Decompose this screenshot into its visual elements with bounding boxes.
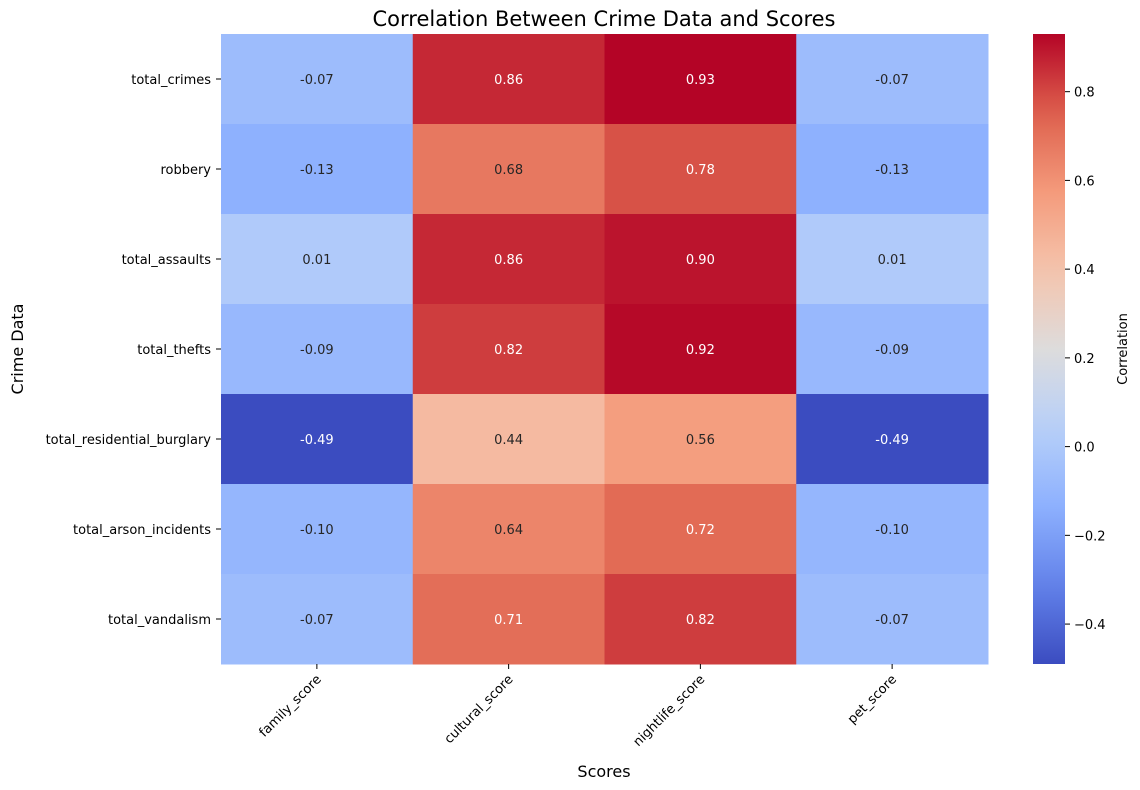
heatmap-cell xyxy=(796,484,989,575)
cell-value-label: -0.13 xyxy=(300,163,334,178)
heatmap-cell xyxy=(604,214,797,305)
cell-value-label: 0.44 xyxy=(494,433,523,448)
y-tick-label: total_vandalism xyxy=(108,613,211,628)
heatmap-cell xyxy=(412,214,605,305)
chart-title: Correlation Between Crime Data and Score… xyxy=(373,7,836,31)
heatmap-cell xyxy=(604,484,797,575)
heatmap-cell xyxy=(412,574,605,665)
cell-value-label: -0.07 xyxy=(300,73,334,88)
cell-value-label: -0.09 xyxy=(875,343,909,358)
cell-value-label: 0.68 xyxy=(494,163,523,178)
cell-value-label: 0.86 xyxy=(494,73,523,88)
heatmap-cell xyxy=(412,394,605,485)
x-tick-label: family_score xyxy=(256,672,324,740)
heatmap-cell xyxy=(221,394,414,485)
heatmap-cell xyxy=(221,124,414,215)
cell-value-label: 0.01 xyxy=(302,253,331,268)
cell-value-label: -0.10 xyxy=(300,523,334,538)
cell-value-label: -0.49 xyxy=(300,433,334,448)
heatmap-cell xyxy=(796,574,989,665)
colorbar-tick-label: 0.2 xyxy=(1074,352,1095,367)
cell-value-label: -0.07 xyxy=(875,613,909,628)
y-tick-label: total_arson_incidents xyxy=(73,523,211,538)
y-tick-label: total_residential_burglary xyxy=(46,433,212,448)
heatmap-cell xyxy=(221,214,414,305)
cell-value-label: 0.82 xyxy=(494,343,523,358)
heatmap-cell xyxy=(604,34,797,125)
cell-value-label: 0.64 xyxy=(494,523,523,538)
x-tick-labels: family_score cultural_score nightlife_scor… xyxy=(256,664,900,750)
heatmap-cell xyxy=(412,304,605,395)
heatmap-cell xyxy=(221,34,414,125)
cell-value-label: 0.86 xyxy=(494,253,523,268)
cell-value-label: -0.49 xyxy=(875,433,909,448)
heatmap-cell xyxy=(604,394,797,485)
cell-value-label: 0.72 xyxy=(686,523,715,538)
cell-value-label: 0.92 xyxy=(686,343,715,358)
heatmap-cell xyxy=(221,484,414,575)
heatmap-cell xyxy=(412,484,605,575)
x-axis-title: Scores xyxy=(577,762,630,781)
colorbar-tick-label: 0.0 xyxy=(1074,441,1095,456)
y-axis-title: Crime Data xyxy=(8,304,27,395)
cell-value-label: 0.93 xyxy=(686,73,715,88)
heatmap-cell xyxy=(412,34,605,125)
x-tick-label: cultural_score xyxy=(442,672,517,747)
y-tick-label: total_thefts xyxy=(137,343,211,358)
y-tick-label: robbery xyxy=(160,163,211,178)
heatmap-cell xyxy=(796,34,989,125)
heatmap-cell xyxy=(796,124,989,215)
colorbar-tick-label: −0.4 xyxy=(1074,618,1106,633)
cell-value-label: 0.56 xyxy=(686,433,715,448)
colorbar-tick-label: 0.6 xyxy=(1074,174,1095,189)
heatmap-cell xyxy=(796,214,989,305)
cell-value-label: 0.01 xyxy=(878,253,907,268)
colorbar-gradient xyxy=(1033,34,1065,664)
heatmap-cell xyxy=(604,124,797,215)
x-tick-label: nightlife_score xyxy=(631,672,709,750)
heatmap-cell xyxy=(221,304,414,395)
cell-value-label: -0.09 xyxy=(300,343,334,358)
cell-value-label: -0.13 xyxy=(875,163,909,178)
y-tick-label: total_crimes xyxy=(131,73,211,88)
colorbar-label: Correlation xyxy=(1116,313,1131,385)
heatmap-cell xyxy=(604,574,797,665)
heatmap-cell xyxy=(796,394,989,485)
y-tick-label: total_assaults xyxy=(122,253,212,268)
cell-value-label: 0.82 xyxy=(686,613,715,628)
cell-value-label: -0.07 xyxy=(300,613,334,628)
cell-value-label: 0.90 xyxy=(686,253,715,268)
colorbar-tick-label: 0.8 xyxy=(1074,86,1095,101)
colorbar-ticks: −0.4 −0.2 0.0 0.2 0.4 0.6 0.8 xyxy=(1065,86,1106,633)
x-tick-label: pet_score xyxy=(845,672,900,727)
heatmap-cell xyxy=(221,574,414,665)
cell-value-label: -0.10 xyxy=(875,523,909,538)
colorbar-tick-label: −0.2 xyxy=(1074,529,1106,544)
colorbar: −0.4 −0.2 0.0 0.2 0.4 0.6 0.8 Correlation xyxy=(1033,34,1131,664)
cell-value-label: 0.78 xyxy=(686,163,715,178)
heatmap-cell xyxy=(412,124,605,215)
cell-value-label: 0.71 xyxy=(494,613,523,628)
cell-value-label: -0.07 xyxy=(875,73,909,88)
heatmap-cells: -0.07 0.86 0.93 -0.07 -0.13 0.68 0.78 -0.13 0.01… xyxy=(221,34,989,665)
colorbar-tick-label: 0.4 xyxy=(1074,263,1095,278)
heatmap-cell xyxy=(604,304,797,395)
heatmap-cell xyxy=(796,304,989,395)
